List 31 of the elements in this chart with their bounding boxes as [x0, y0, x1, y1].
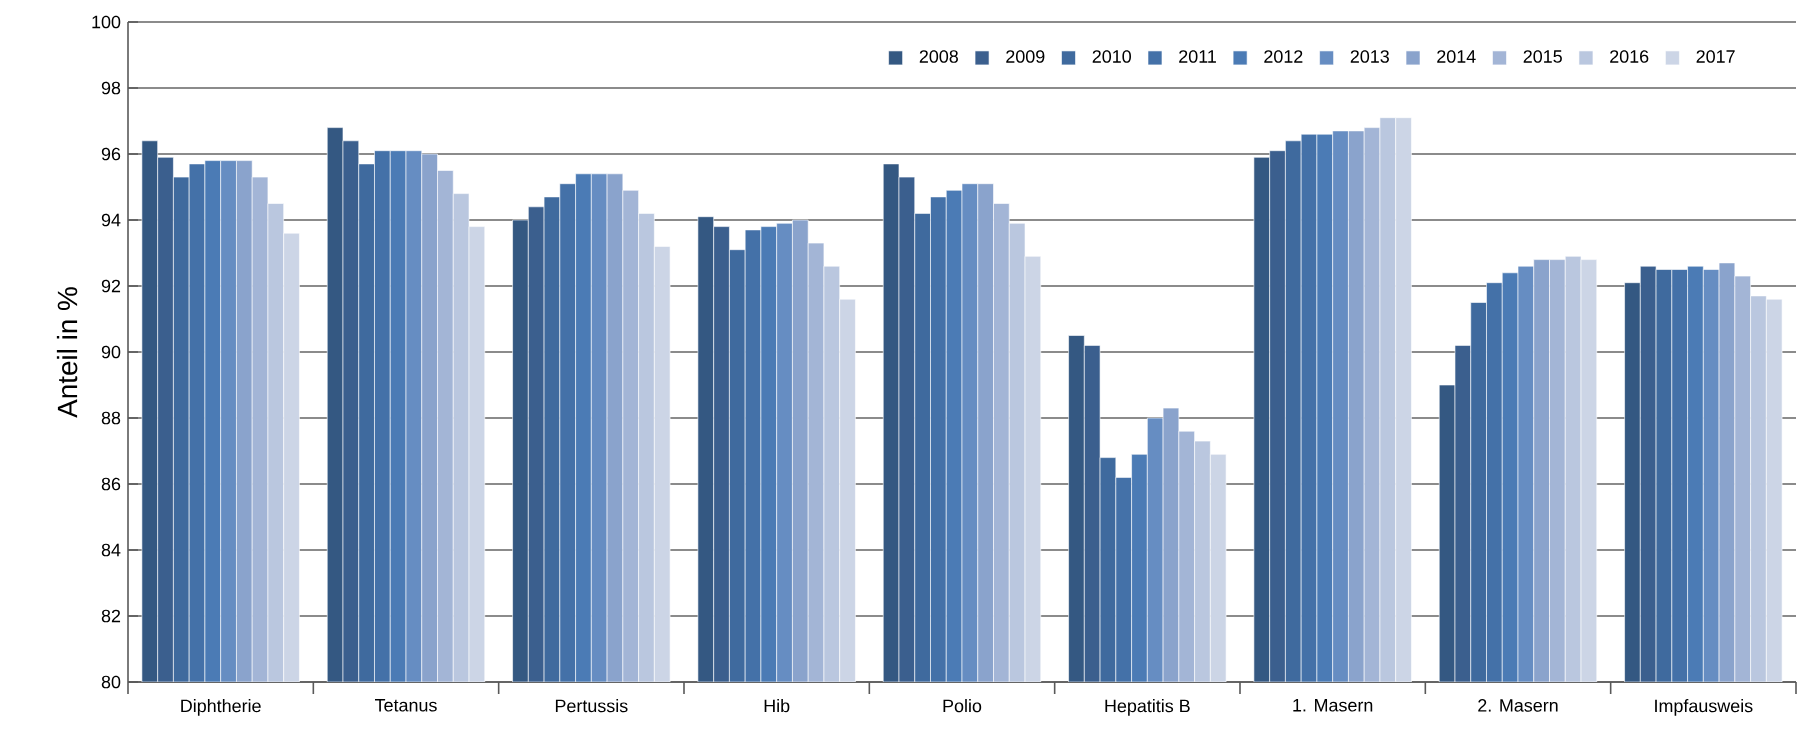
y-tick-label: 84	[101, 543, 121, 557]
y-tick-label: 82	[101, 609, 121, 623]
y-tick-label: 86	[101, 477, 121, 491]
legend-label: 2011	[1179, 50, 1216, 63]
x-tick-label: Diphtherie	[181, 699, 261, 716]
x-tick-label: Impfausweis	[1655, 699, 1753, 716]
legend-label: 2016	[1610, 50, 1649, 63]
y-tick-label: 80	[101, 675, 121, 689]
legend-label: 2015	[1523, 50, 1562, 63]
legend-label: 2008	[919, 50, 958, 63]
y-tick-label: 96	[101, 147, 121, 161]
legend-label: 2017	[1696, 50, 1735, 63]
legend-label: 2009	[1006, 50, 1045, 63]
legend-label: 2013	[1350, 50, 1389, 63]
x-tick-label: Polio	[943, 699, 982, 713]
x-tick-label: 2. Masern	[1478, 699, 1558, 712]
y-tick-label: 98	[101, 81, 121, 95]
x-tick-label: Tetanus	[375, 699, 437, 712]
x-tick-label: Hib	[764, 699, 790, 713]
y-axis-title: Anteil in %	[56, 287, 78, 418]
y-tick-label: 94	[101, 213, 121, 227]
x-tick-label: Pertussis	[555, 699, 628, 713]
x-tick-label: Hepatitis B	[1105, 699, 1190, 716]
legend-label: 2010	[1092, 50, 1131, 63]
legend-label: 2012	[1264, 50, 1303, 63]
y-tick-label: 90	[101, 345, 121, 359]
y-tick-label: 100	[92, 15, 121, 29]
legend-label: 2014	[1437, 50, 1476, 63]
y-tick-label: 92	[101, 279, 121, 293]
y-tick-label: 88	[101, 411, 121, 425]
x-tick-label: 1. Masern	[1293, 699, 1373, 712]
